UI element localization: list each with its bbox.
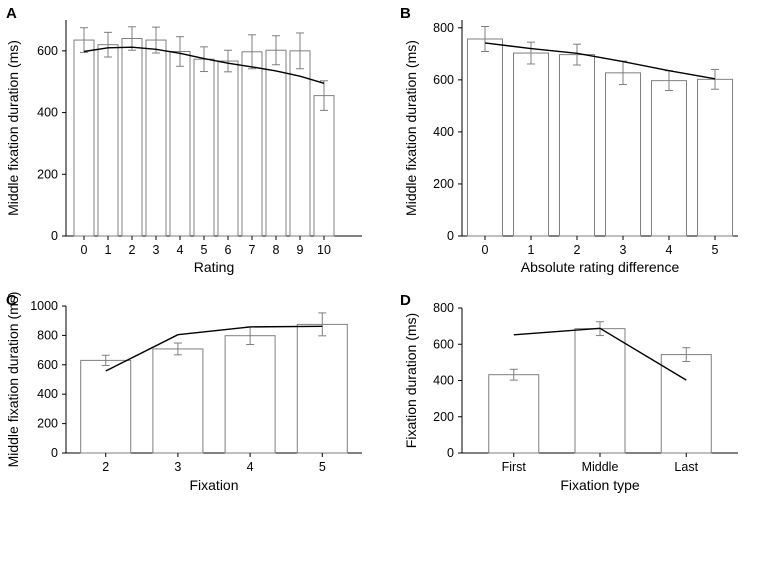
- x-tick-label: 5: [712, 243, 719, 257]
- x-axis-label: Fixation type: [560, 477, 640, 493]
- y-tick-label: 400: [433, 374, 454, 388]
- y-tick-label: 800: [37, 328, 58, 342]
- bar: [574, 328, 626, 454]
- panel-letter: B: [400, 5, 411, 22]
- y-tick-label: 200: [37, 417, 58, 431]
- x-tick-label: Middle: [582, 460, 619, 474]
- model-line: [105, 325, 323, 372]
- panel-c: C 0 200 400 600 800 1000 2 3 4 5 Fixation Middle fix…: [5, 292, 362, 493]
- bar: [513, 52, 549, 237]
- x-tick-label: 1: [105, 243, 112, 257]
- x-tick-label: Last: [674, 460, 698, 474]
- y-tick-label: 600: [433, 73, 454, 87]
- x-tick-label: 3: [174, 460, 181, 474]
- panel-letter: C: [6, 292, 17, 309]
- x-tick-label: 9: [297, 243, 304, 257]
- panel-letter: A: [6, 5, 17, 22]
- y-tick-label: 0: [51, 446, 58, 460]
- panel-d: D 0 200 400 600 800 First Middle Last Fixation ty…: [400, 292, 738, 493]
- bar: [241, 51, 263, 237]
- bar: [73, 39, 95, 237]
- bar: [121, 38, 143, 237]
- bar: [152, 348, 204, 454]
- y-tick-label: 0: [447, 229, 454, 243]
- x-tick-label: 2: [102, 460, 109, 474]
- y-axis-label: Middle fixation duration (ms): [5, 40, 21, 216]
- bar: [467, 38, 503, 237]
- panel-a: A 0 200 400 600 0 1 2 3 4 5 6 7 8 9 10 Rating Middle fixa…: [5, 5, 362, 275]
- bar: [145, 39, 167, 237]
- panel-letter: D: [400, 292, 411, 309]
- bar: [80, 359, 132, 454]
- panel-b: B 0 200 400 600 800 0 1 2 3 4 5 Absolute rating diff…: [400, 5, 738, 275]
- y-tick-label: 400: [433, 125, 454, 139]
- bar: [660, 354, 712, 454]
- x-tick-label: 3: [153, 243, 160, 257]
- y-tick-label: 400: [37, 387, 58, 401]
- x-tick-label: 7: [249, 243, 256, 257]
- model-line: [484, 42, 716, 80]
- y-tick-label: 600: [37, 44, 58, 58]
- bar: [488, 374, 540, 454]
- x-tick-label: 5: [201, 243, 208, 257]
- y-tick-label: 600: [433, 337, 454, 351]
- y-axis-label: Fixation duration (ms): [403, 313, 419, 448]
- x-tick-label: 2: [574, 243, 581, 257]
- x-tick-label: 8: [273, 243, 280, 257]
- x-tick-label: 10: [317, 243, 331, 257]
- y-tick-label: 0: [447, 446, 454, 460]
- bar: [605, 72, 641, 237]
- y-tick-label: 400: [37, 106, 58, 120]
- y-axis-label: Middle fixation duration (ms): [5, 292, 21, 468]
- x-tick-label: 0: [81, 243, 88, 257]
- bar: [97, 44, 119, 237]
- x-tick-label: 4: [247, 460, 254, 474]
- x-tick-label: 1: [528, 243, 535, 257]
- y-tick-label: 0: [51, 229, 58, 243]
- x-axis-label: Fixation: [189, 477, 238, 493]
- y-axis-label: Middle fixation duration (ms): [403, 40, 419, 216]
- model-line: [513, 327, 687, 381]
- y-tick-label: 200: [433, 177, 454, 191]
- model-line: [83, 46, 325, 84]
- x-axis-label: Rating: [194, 259, 234, 275]
- y-tick-label: 200: [37, 167, 58, 181]
- x-tick-label: 0: [482, 243, 489, 257]
- x-tick-label: 2: [129, 243, 136, 257]
- x-axis-label: Absolute rating difference: [521, 259, 680, 275]
- bar: [697, 78, 733, 237]
- x-tick-label: 6: [225, 243, 232, 257]
- y-tick-label: 600: [37, 358, 58, 372]
- x-tick-label: 4: [177, 243, 184, 257]
- bar: [224, 335, 276, 454]
- y-tick-label: 200: [433, 410, 454, 424]
- y-tick-label: 800: [433, 21, 454, 35]
- bar: [265, 49, 287, 237]
- x-tick-label: 3: [620, 243, 627, 257]
- bar: [313, 95, 335, 237]
- x-tick-label: First: [502, 460, 527, 474]
- bar: [217, 60, 239, 237]
- bar: [296, 323, 348, 454]
- x-tick-label: 5: [319, 460, 326, 474]
- bar: [169, 50, 191, 237]
- bar: [651, 80, 687, 237]
- bar: [193, 58, 215, 237]
- y-tick-label: 1000: [30, 299, 58, 313]
- y-tick-label: 800: [433, 301, 454, 315]
- bar: [559, 54, 595, 237]
- x-tick-label: 4: [666, 243, 673, 257]
